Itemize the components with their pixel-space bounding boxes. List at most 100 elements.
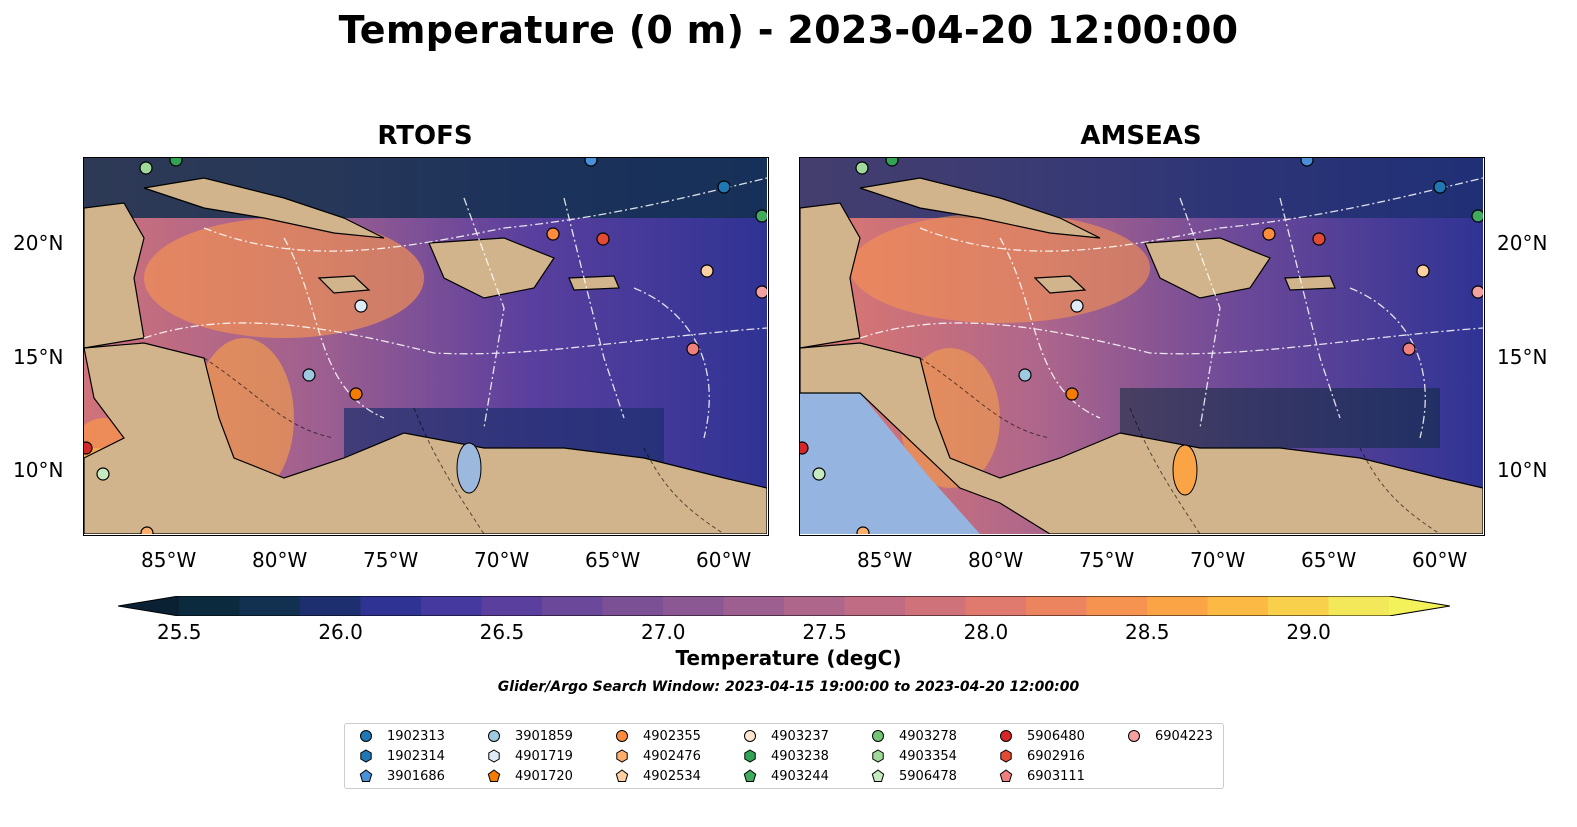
legend-label: 1902313 — [387, 728, 445, 744]
map-panel-rtofs — [83, 157, 769, 536]
legend-item: 4903354 — [871, 747, 957, 765]
pentagon-marker-icon — [871, 769, 885, 782]
legend-label: 4903237 — [771, 728, 829, 744]
pentagon-marker-icon — [615, 769, 629, 782]
pentagon-marker-icon — [743, 769, 757, 782]
legend-item: 4903244 — [743, 767, 829, 785]
lat-tick-label: 10°N — [13, 458, 64, 482]
lon-tick-label: 80°W — [252, 548, 308, 572]
colorbar-title: Temperature (degC) — [675, 646, 902, 670]
pentagon-marker-icon — [999, 769, 1013, 782]
colorbar-segment — [1086, 596, 1148, 616]
hexagon-marker-icon — [744, 749, 756, 763]
colorbar-extend-low — [118, 596, 179, 616]
colorbar-segment — [481, 596, 543, 616]
colorbar-tick-label: 28.5 — [1125, 620, 1170, 644]
lat-tick-label: 20°N — [1497, 231, 1548, 255]
legend-item: 5906478 — [871, 767, 957, 785]
legend-label: 4903354 — [899, 748, 957, 764]
colorbar-segment — [360, 596, 422, 616]
circle-marker-icon — [616, 730, 628, 742]
legend-item: 4903238 — [743, 747, 829, 765]
colorbar-tick-label: 28.0 — [963, 620, 1009, 644]
colorbar-tick-label: 27.0 — [641, 620, 686, 644]
legend: 1902313 1902314 3901686 3901859 4901719 49017… — [344, 723, 1224, 789]
legend-label: 4902534 — [643, 768, 701, 784]
lon-tick-label: 65°W — [1301, 548, 1357, 572]
lat-tick-label: 15°N — [1497, 345, 1548, 369]
panel-title-amseas: AMSEAS — [1080, 121, 1202, 151]
lon-tick-label: 75°W — [1079, 548, 1135, 572]
legend-item: 1902313 — [359, 727, 445, 745]
legend-label: 5906480 — [1027, 728, 1085, 744]
colorbar-segment — [844, 596, 906, 616]
colorbar-segment — [300, 596, 361, 616]
lat-tick-label: 20°N — [13, 231, 64, 255]
lon-tick-label: 70°W — [474, 548, 530, 572]
lon-tick-label: 60°W — [1412, 548, 1468, 572]
colorbar-segment — [542, 596, 603, 616]
colorbar-segment — [1328, 596, 1390, 616]
legend-label: 4901719 — [515, 748, 573, 764]
pentagon-marker-icon — [359, 769, 373, 782]
legend-item: 3901686 — [359, 767, 445, 785]
legend-item: 6903111 — [999, 767, 1085, 785]
legend-label: 4902355 — [643, 728, 701, 744]
colorbar-segment — [179, 596, 240, 616]
legend-label: 4903244 — [771, 768, 829, 784]
colorbar-segment — [239, 596, 301, 616]
lat-tick-label: 15°N — [13, 345, 64, 369]
circle-marker-icon — [872, 730, 884, 742]
legend-item: 4901719 — [487, 747, 573, 765]
legend-label: 4902476 — [643, 748, 701, 764]
hexagon-marker-icon — [1000, 749, 1012, 763]
legend-item: 6904223 — [1127, 727, 1213, 745]
hexagon-marker-icon — [488, 749, 500, 763]
lon-tick-label: 65°W — [585, 548, 641, 572]
lon-tick-label: 85°W — [141, 548, 197, 572]
colorbar-tick-label: 26.0 — [318, 620, 363, 644]
legend-label: 6902916 — [1027, 748, 1085, 764]
legend-item: 6902916 — [999, 747, 1085, 765]
colorbar-segment — [1147, 596, 1208, 616]
colorbar-segment — [723, 596, 785, 616]
colorbar-segment — [421, 596, 482, 616]
colorbar-tick-label: 29.0 — [1286, 620, 1331, 644]
colorbar-segment — [1268, 596, 1329, 616]
hexagon-marker-icon — [360, 749, 372, 763]
legend-label: 6903111 — [1027, 768, 1085, 784]
circle-marker-icon — [1000, 730, 1012, 742]
legend-label: 3901686 — [387, 768, 445, 784]
colorbar-segment — [602, 596, 664, 616]
colorbar-extend-high — [1389, 596, 1450, 616]
legend-label: 4901720 — [515, 768, 573, 784]
colorbar-segment — [663, 596, 724, 616]
circle-marker-icon — [360, 730, 372, 742]
colorbar-segment — [784, 596, 845, 616]
legend-item: 4903278 — [871, 727, 957, 745]
legend-item: 4902355 — [615, 727, 701, 745]
pentagon-marker-icon — [487, 769, 501, 782]
panel-title-rtofs: RTOFS — [377, 121, 473, 151]
colorbar-tick-label: 25.5 — [157, 620, 202, 644]
colorbar-segment — [965, 596, 1027, 616]
lon-tick-label: 70°W — [1190, 548, 1246, 572]
circle-marker-icon — [488, 730, 500, 742]
search-window-text: Glider/Argo Search Window: 2023-04-15 19… — [497, 679, 1080, 695]
hexagon-marker-icon — [616, 749, 628, 763]
colorbar-tick-label: 26.5 — [479, 620, 525, 644]
colorbar — [118, 596, 1450, 616]
colorbar-segment — [1026, 596, 1087, 616]
legend-item: 4902534 — [615, 767, 701, 785]
figure-title: Temperature (0 m) - 2023-04-20 12:00:00 — [338, 8, 1239, 52]
colorbar-tick-label: 27.5 — [802, 620, 847, 644]
legend-label: 3901859 — [515, 728, 573, 744]
colorbar-segment — [905, 596, 966, 616]
lat-tick-label: 10°N — [1497, 458, 1548, 482]
lon-tick-label: 75°W — [363, 548, 419, 572]
circle-marker-icon — [744, 730, 756, 742]
legend-item: 3901859 — [487, 727, 573, 745]
lon-tick-label: 80°W — [968, 548, 1024, 572]
legend-item: 4902476 — [615, 747, 701, 765]
legend-label: 1902314 — [387, 748, 445, 764]
